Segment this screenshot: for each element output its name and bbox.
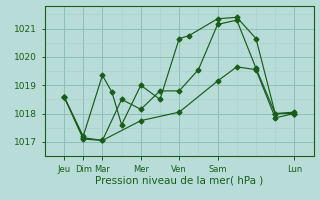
X-axis label: Pression niveau de la mer( hPa ): Pression niveau de la mer( hPa ) xyxy=(95,175,263,185)
